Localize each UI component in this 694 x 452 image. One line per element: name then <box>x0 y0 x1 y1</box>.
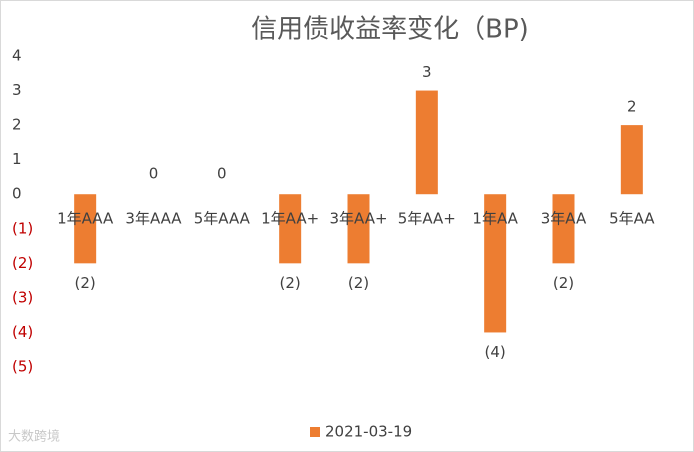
y-tick-label: 3 <box>12 81 22 99</box>
bar <box>620 125 643 195</box>
y-tick-label: 1 <box>12 150 22 168</box>
legend-label: 2021-03-19 <box>325 423 412 441</box>
x-tick-label: 3年AA <box>541 210 587 228</box>
y-tick-label: (3) <box>12 288 33 306</box>
bar <box>484 194 507 333</box>
x-tick-label: 3年AA+ <box>329 210 387 228</box>
x-tick-label: 1年AA+ <box>261 210 319 228</box>
data-label: (4) <box>485 343 506 361</box>
y-tick-label: 2 <box>12 116 22 134</box>
legend-swatch <box>310 427 320 437</box>
data-label: (2) <box>553 274 574 292</box>
bar <box>74 194 97 264</box>
x-tick-label: 5年AA+ <box>398 210 456 228</box>
bar <box>415 90 438 195</box>
x-tick-label: 1年AA <box>472 210 518 228</box>
y-tick-label: (5) <box>12 358 33 376</box>
y-tick-label: 0 <box>12 185 22 203</box>
data-label: (2) <box>75 274 96 292</box>
x-tick-label: 5年AA <box>609 210 655 228</box>
watermark: 大数跨境 <box>8 430 60 445</box>
data-label: 2 <box>627 98 637 116</box>
data-label: 0 <box>217 165 227 183</box>
bar <box>552 194 575 264</box>
data-label: 3 <box>422 63 432 81</box>
x-tick-label: 1年AAA <box>57 210 114 228</box>
y-tick-label: (2) <box>12 254 33 272</box>
y-tick-label: (1) <box>12 219 33 237</box>
data-label: (2) <box>280 274 301 292</box>
x-tick-label: 5年AAA <box>194 210 251 228</box>
y-tick-label: 4 <box>12 47 22 65</box>
bar <box>347 194 370 264</box>
bar <box>279 194 302 264</box>
chart-title: 信用债收益率变化（BP) <box>251 15 529 45</box>
data-label: 0 <box>149 165 159 183</box>
x-tick-label: 3年AAA <box>125 210 182 228</box>
data-label: (2) <box>348 274 369 292</box>
y-tick-label: (4) <box>12 323 33 341</box>
